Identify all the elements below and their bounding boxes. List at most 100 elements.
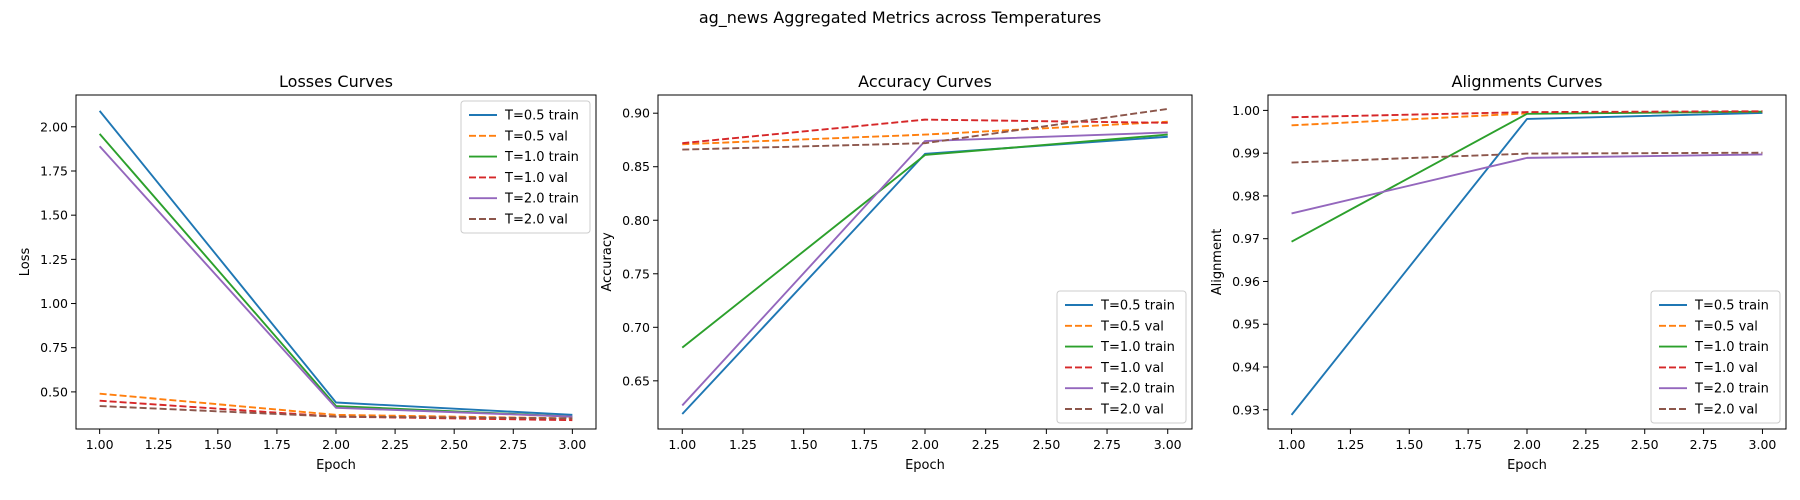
series-line-t-1-0-val [682,118,1168,145]
series-line-t-2-0-val [1291,151,1763,164]
series-line-t-0-5-train [681,135,1168,415]
x-tick-label: 3.00 [1154,437,1182,452]
series-lines [1290,110,1763,416]
series-line-t-2-0-train [98,145,573,418]
series-line-t-2-0-train [681,131,1168,407]
legend-label: T=0.5 train [504,109,579,124]
chart-title: Accuracy Curves [858,72,992,91]
y-tick-label: 0.94 [1232,359,1260,374]
x-tick-label: 1.75 [850,437,878,452]
y-tick-label: 0.75 [622,266,650,281]
charts-container: Losses Curves 1.00 1.25 1.50 1.75 2.00 2.25 2.5… [18,72,1787,473]
x-axis-label: Epoch [316,458,356,473]
x-tick-label: 1.25 [1336,437,1364,452]
chart-3: Alignments Curves 1.00 1.25 1.50 1.75 2.00 2.2… [1210,72,1787,473]
y-axis-label: Alignment [1210,229,1225,296]
x-tick-label: 1.50 [790,437,818,452]
chart-2: Accuracy Curves 1.00 1.25 1.50 1.75 2.00 2.25 2… [600,72,1193,473]
y-tick-label: 0.85 [622,159,650,174]
y-tick-label: 0.96 [1232,274,1260,289]
x-tick-label: 2.25 [381,437,409,452]
legend-label: T=2.0 val [1694,403,1758,418]
x-tick-label: 3.00 [558,437,586,452]
y-tick-label: 0.75 [40,340,68,355]
y-axis-label: Loss [18,248,33,277]
legend-box [460,100,591,234]
legend: T=0.5 train T=0.5 val T=1.0 train T=1.0 val… [460,100,591,234]
x-tick-label: 1.25 [729,437,757,452]
series-lines [681,107,1168,415]
x-tick-label: 1.50 [1395,437,1423,452]
y-tick-label: 0.65 [622,373,650,388]
legend-box [1650,290,1781,424]
x-axis-label: Epoch [905,458,945,473]
x-tick-label: 2.75 [499,437,527,452]
y-tick-label: 1.00 [40,296,68,311]
x-tick-label: 2.50 [1631,437,1659,452]
legend-label: T=1.0 train [504,150,579,165]
y-tick-label: 0.90 [622,106,650,121]
y-tick-label: 0.80 [622,213,650,228]
series-line-t-0-5-train [98,110,573,416]
legend-label: T=0.5 train [1100,299,1175,314]
y-tick-label: 2.00 [40,119,68,134]
y-tick-label: 1.25 [40,252,68,267]
legend-label: T=0.5 val [1694,319,1758,334]
x-tick-label: 1.00 [668,437,696,452]
legend-label: T=0.5 val [1100,319,1164,334]
x-tick-label: 2.25 [1572,437,1600,452]
series-lines [98,110,573,422]
legend-label: T=1.0 train [1694,340,1769,355]
legend-label: T=1.0 train [1100,340,1175,355]
x-tick-label: 2.00 [1513,437,1541,452]
legend: T=0.5 train T=0.5 val T=1.0 train T=1.0 val… [1650,290,1781,424]
legend-label: T=2.0 train [1694,382,1769,397]
x-tick-label: 1.75 [1454,437,1482,452]
x-tick-label: 2.00 [911,437,939,452]
x-axis-label: Epoch [1507,458,1547,473]
legend-label: T=0.5 train [1694,299,1769,314]
x-tick-label: 2.50 [1032,437,1060,452]
y-tick-label: 1.50 [40,208,68,223]
legend-label: T=2.0 val [504,213,568,228]
y-tick-label: 0.70 [622,320,650,335]
x-tick-label: 1.25 [145,437,173,452]
series-line-t-2-0-val [99,405,573,420]
series-line-t-0-5-val [682,120,1168,146]
figure-suptitle: ag_news Aggregated Metrics across Temper… [699,8,1101,28]
chart-1: Losses Curves 1.00 1.25 1.50 1.75 2.00 2.25 2.5… [18,72,597,473]
x-tick-label: 1.00 [1278,437,1306,452]
legend-label: T=0.5 val [504,129,568,144]
series-line-t-2-0-val [682,107,1168,151]
legend-label: T=1.0 val [1100,361,1164,376]
legend: T=0.5 train T=0.5 val T=1.0 train T=1.0 val… [1056,290,1187,424]
series-line-t-1-0-val [1291,110,1763,119]
chart-title: Alignments Curves [1452,72,1603,91]
chart-title: Losses Curves [279,72,393,91]
y-tick-label: 0.95 [1232,317,1260,332]
y-axis-label: Accuracy [600,232,615,292]
x-tick-label: 1.00 [86,437,114,452]
x-tick-label: 2.50 [440,437,468,452]
x-tick-label: 2.75 [1093,437,1121,452]
legend-box [1056,290,1187,424]
legend-label: T=1.0 val [1694,361,1758,376]
y-tick-label: 0.50 [40,384,68,399]
x-tick-label: 1.50 [204,437,232,452]
legend-label: T=2.0 val [1100,403,1164,418]
y-tick-label: 0.99 [1232,146,1260,161]
y-tick-label: 0.93 [1232,402,1260,417]
y-tick-label: 0.97 [1232,231,1260,246]
x-tick-label: 2.75 [1690,437,1718,452]
y-tick-label: 0.98 [1232,188,1260,203]
series-line-t-0-5-train [1290,112,1763,416]
y-tick-label: 1.75 [40,163,68,178]
series-line-t-1-0-train [681,133,1168,349]
legend-label: T=1.0 val [504,171,568,186]
legend-label: T=2.0 train [504,192,579,207]
y-tick-label: 1.00 [1232,103,1260,118]
x-tick-label: 3.00 [1749,437,1777,452]
series-line-t-2-0-train [1291,153,1763,215]
